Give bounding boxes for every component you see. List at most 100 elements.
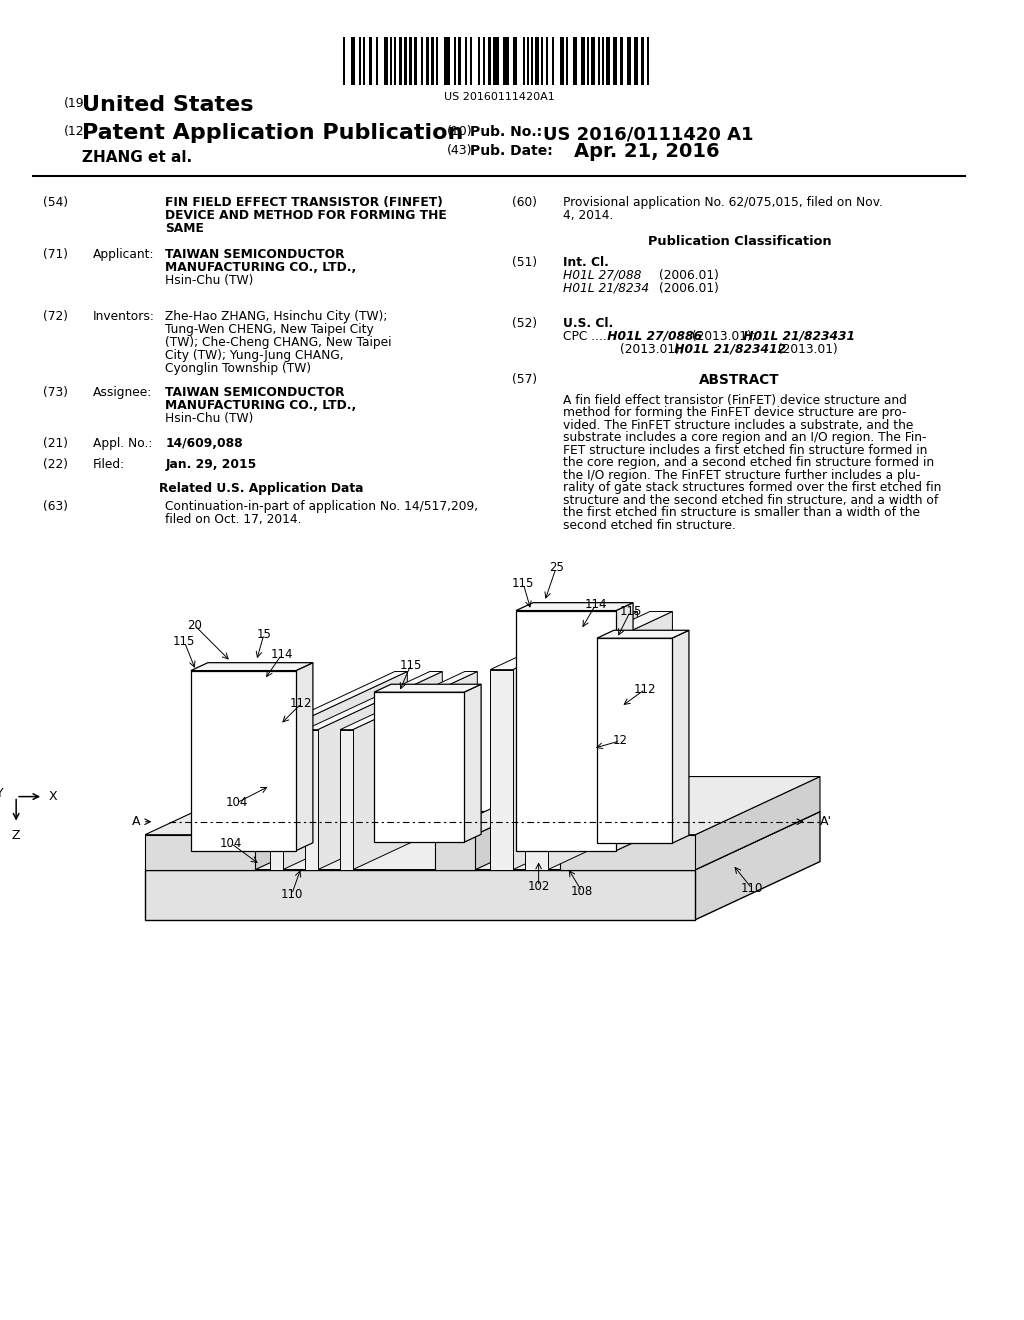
Polygon shape bbox=[516, 611, 616, 850]
Bar bbox=[343, 37, 345, 84]
Bar bbox=[488, 37, 492, 84]
Text: Hsin-Chu (TW): Hsin-Chu (TW) bbox=[165, 275, 254, 288]
Polygon shape bbox=[560, 776, 820, 834]
Text: 114: 114 bbox=[585, 598, 607, 611]
Bar bbox=[470, 37, 472, 84]
Text: TAIWAN SEMICONDUCTOR: TAIWAN SEMICONDUCTOR bbox=[165, 385, 345, 399]
Bar bbox=[541, 37, 543, 84]
Text: 15: 15 bbox=[257, 627, 271, 640]
Bar bbox=[436, 37, 438, 84]
Polygon shape bbox=[695, 812, 820, 920]
Text: the I/O region. The FinFET structure further includes a plu-: the I/O region. The FinFET structure fur… bbox=[562, 469, 920, 482]
Text: (72): (72) bbox=[43, 310, 68, 323]
Text: 102: 102 bbox=[527, 880, 550, 892]
Polygon shape bbox=[255, 776, 380, 870]
Polygon shape bbox=[490, 669, 513, 870]
Text: 12: 12 bbox=[612, 734, 628, 747]
Text: United States: United States bbox=[82, 95, 253, 115]
Text: H01L 27/088: H01L 27/088 bbox=[562, 269, 641, 282]
Text: H01L 21/823412: H01L 21/823412 bbox=[671, 343, 786, 355]
Text: Cyonglin Township (TW): Cyonglin Township (TW) bbox=[165, 362, 311, 375]
Text: US 2016/0111420 A1: US 2016/0111420 A1 bbox=[544, 125, 754, 143]
Bar bbox=[455, 37, 457, 84]
Bar bbox=[587, 37, 589, 84]
Polygon shape bbox=[548, 611, 673, 870]
Text: the core region, and a second etched fin structure formed in: the core region, and a second etched fin… bbox=[562, 455, 934, 469]
Bar bbox=[566, 37, 568, 84]
Text: Apr. 21, 2016: Apr. 21, 2016 bbox=[574, 143, 720, 161]
Polygon shape bbox=[296, 663, 313, 850]
Text: Jan. 29, 2015: Jan. 29, 2015 bbox=[165, 458, 256, 471]
Bar bbox=[483, 37, 485, 84]
Polygon shape bbox=[374, 684, 481, 692]
Text: Filed:: Filed: bbox=[93, 458, 125, 471]
Text: the first etched fin structure is smaller than a width of the: the first etched fin structure is smalle… bbox=[562, 506, 920, 519]
Polygon shape bbox=[672, 630, 689, 843]
Text: City (TW); Yung-Jung CHANG,: City (TW); Yung-Jung CHANG, bbox=[165, 348, 344, 362]
Bar bbox=[513, 37, 516, 84]
Text: 25: 25 bbox=[549, 561, 563, 574]
Bar bbox=[431, 37, 434, 84]
Text: FET structure includes a first etched fin structure formed in: FET structure includes a first etched fi… bbox=[562, 444, 927, 457]
Text: A: A bbox=[131, 816, 140, 828]
Bar bbox=[362, 37, 365, 84]
Bar bbox=[572, 37, 577, 84]
Polygon shape bbox=[525, 669, 548, 870]
Bar bbox=[358, 37, 360, 84]
Text: Zhe-Hao ZHANG, Hsinchu City (TW);: Zhe-Hao ZHANG, Hsinchu City (TW); bbox=[165, 310, 388, 323]
Text: ZHANG et al.: ZHANG et al. bbox=[82, 150, 191, 165]
Polygon shape bbox=[616, 603, 633, 850]
Text: Inventors:: Inventors: bbox=[93, 310, 155, 323]
Text: (60): (60) bbox=[512, 197, 537, 210]
Polygon shape bbox=[560, 834, 695, 870]
Polygon shape bbox=[352, 672, 477, 870]
Bar bbox=[465, 37, 467, 84]
Bar bbox=[503, 37, 509, 84]
Text: vided. The FinFET structure includes a substrate, and the: vided. The FinFET structure includes a s… bbox=[562, 418, 913, 432]
Polygon shape bbox=[513, 611, 637, 870]
Text: 115: 115 bbox=[512, 577, 535, 590]
Text: (57): (57) bbox=[512, 374, 537, 387]
Text: second etched fin structure.: second etched fin structure. bbox=[562, 519, 735, 532]
Bar bbox=[552, 37, 554, 84]
Bar bbox=[522, 37, 524, 84]
Bar bbox=[641, 37, 644, 84]
Bar bbox=[384, 37, 388, 84]
Bar bbox=[621, 37, 623, 84]
Text: Related U.S. Application Data: Related U.S. Application Data bbox=[159, 482, 364, 495]
Text: Tung-Wen CHENG, New Taipei City: Tung-Wen CHENG, New Taipei City bbox=[165, 323, 374, 335]
Text: DEVICE AND METHOD FOR FORMING THE: DEVICE AND METHOD FOR FORMING THE bbox=[165, 210, 447, 222]
Text: Continuation-in-part of application No. 14/517,209,: Continuation-in-part of application No. … bbox=[165, 500, 478, 513]
Text: 110: 110 bbox=[740, 882, 763, 895]
Polygon shape bbox=[464, 684, 481, 842]
Text: Patent Application Publication: Patent Application Publication bbox=[82, 123, 463, 143]
Bar bbox=[410, 37, 412, 84]
Bar bbox=[478, 37, 480, 84]
Text: 115: 115 bbox=[399, 659, 422, 672]
Polygon shape bbox=[190, 671, 296, 850]
Text: ABSTRACT: ABSTRACT bbox=[699, 374, 780, 387]
Bar bbox=[581, 37, 585, 84]
Polygon shape bbox=[305, 672, 442, 730]
Text: (19): (19) bbox=[65, 98, 90, 111]
Bar bbox=[546, 37, 548, 84]
Polygon shape bbox=[340, 730, 352, 870]
Bar bbox=[647, 37, 649, 84]
Text: H01L 21/823431: H01L 21/823431 bbox=[738, 330, 855, 343]
Bar bbox=[459, 37, 462, 84]
Bar bbox=[351, 37, 355, 84]
Polygon shape bbox=[145, 870, 695, 920]
Text: (2013.01);: (2013.01); bbox=[688, 330, 756, 343]
Text: U.S. Cl.: U.S. Cl. bbox=[562, 317, 612, 330]
Text: X: X bbox=[49, 791, 57, 803]
Text: H01L 27/0886: H01L 27/0886 bbox=[603, 330, 702, 343]
Text: (43): (43) bbox=[447, 144, 473, 157]
Bar bbox=[634, 37, 638, 84]
Text: 104: 104 bbox=[225, 796, 248, 809]
Polygon shape bbox=[317, 672, 442, 870]
Polygon shape bbox=[435, 834, 475, 870]
Bar bbox=[399, 37, 402, 84]
Bar bbox=[421, 37, 423, 84]
Text: MANUFACTURING CO., LTD.,: MANUFACTURING CO., LTD., bbox=[165, 261, 356, 275]
Polygon shape bbox=[435, 776, 600, 834]
